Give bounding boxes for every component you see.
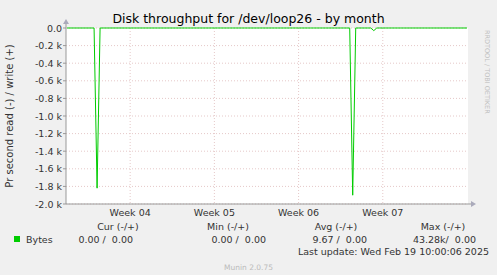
x-axis xyxy=(66,204,474,205)
grid-line xyxy=(130,28,131,204)
tick-label: -1.8 k xyxy=(35,181,63,192)
legend-value: 43.28k/ 0.00 xyxy=(413,234,476,245)
grid-line xyxy=(66,116,468,117)
tick-label: -0.2 k xyxy=(35,40,63,51)
tick-label: 0.0 xyxy=(47,23,62,34)
watermark: RRDTOOL / TOBI OETIKER xyxy=(483,30,491,114)
y-axis-label: Pr second read (-) / write (+) xyxy=(4,44,15,187)
chart: Disk throughput for /dev/loop26 - by mon… xyxy=(0,0,497,275)
legend-header: Max (-/+) xyxy=(421,221,466,232)
tick-label: -1.0 k xyxy=(35,111,63,122)
plot-area xyxy=(66,28,468,204)
legend-swatch xyxy=(14,236,20,242)
tick-label: Week 04 xyxy=(110,207,151,218)
grid-line xyxy=(298,28,299,204)
legend-value: 0.00 / 0.00 xyxy=(211,234,266,245)
title: Disk throughput for /dev/loop26 - by mon… xyxy=(112,11,384,26)
legend-value: 0.00 / 0.00 xyxy=(78,234,133,245)
tick-label: Week 06 xyxy=(278,207,319,218)
series-group xyxy=(67,28,467,195)
legend-header: Cur (-/+) xyxy=(97,221,139,232)
grid-line xyxy=(66,186,468,187)
background xyxy=(0,0,497,275)
grid-line xyxy=(66,63,468,64)
tick-label: -1.4 k xyxy=(35,146,63,157)
grid-line xyxy=(66,133,468,134)
legend-value: 9.67 / 0.00 xyxy=(312,234,367,245)
grid-line xyxy=(66,45,468,46)
tick-label: -0.6 k xyxy=(35,75,63,86)
tick-label: Week 07 xyxy=(362,207,403,218)
grid-line xyxy=(382,28,383,204)
legend-label: Bytes xyxy=(26,234,53,245)
tick-label: -1.2 k xyxy=(35,128,63,139)
tick-label: -1.6 k xyxy=(35,163,63,174)
grid-line xyxy=(214,28,215,204)
grid-line xyxy=(66,98,468,99)
footer: Last update: Wed Feb 19 10:00:06 2025 xyxy=(298,246,489,257)
axis-arrow xyxy=(63,19,69,24)
credit: Munin 2.0.75 xyxy=(224,263,273,272)
tick-label: -2.0 k xyxy=(35,199,63,210)
legend-header: Avg (-/+) xyxy=(315,221,358,232)
tick-label: -0.8 k xyxy=(35,93,63,104)
y-axis xyxy=(66,22,67,204)
tick-label: -0.4 k xyxy=(35,58,63,69)
tick-label: Week 05 xyxy=(194,207,235,218)
series-line xyxy=(67,28,467,195)
grid-line xyxy=(66,168,468,169)
grid-line xyxy=(66,80,468,81)
legend-header: Min (-/+) xyxy=(207,221,249,232)
grid-line xyxy=(66,151,468,152)
axis-arrow xyxy=(471,201,476,207)
